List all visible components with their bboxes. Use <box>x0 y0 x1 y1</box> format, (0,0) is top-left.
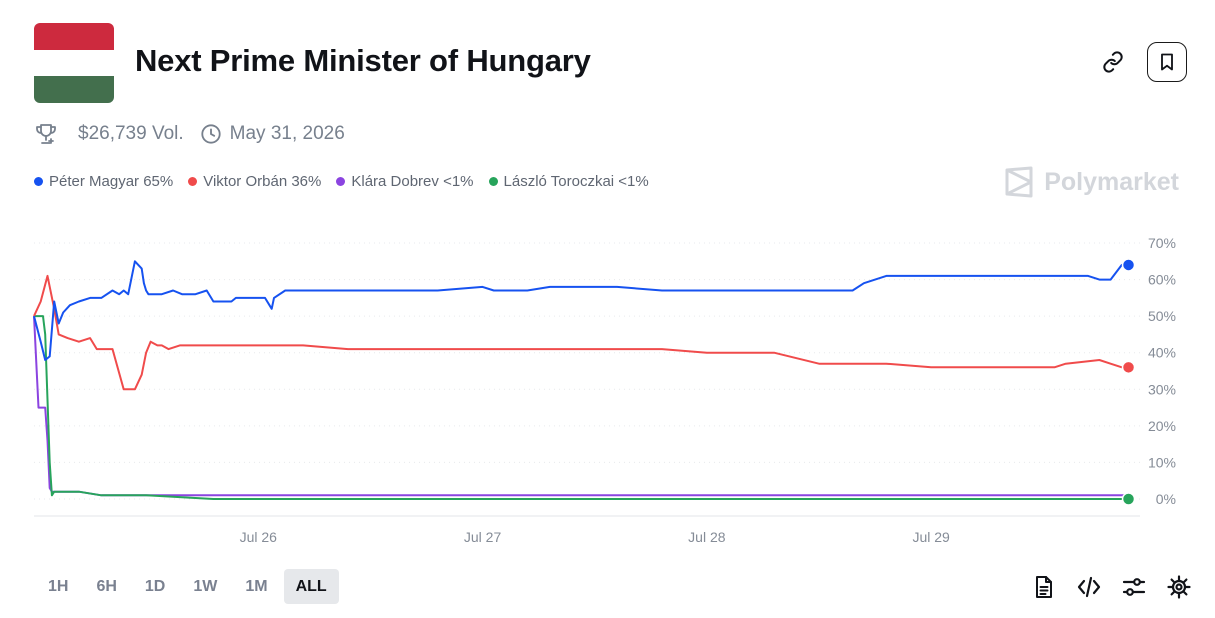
market-actions <box>1093 42 1187 82</box>
copy-link-button[interactable] <box>1093 42 1133 82</box>
range-1m-button[interactable]: 1M <box>245 577 268 595</box>
gear-icon <box>1167 575 1191 599</box>
polymarket-logo-icon <box>1005 166 1033 198</box>
flag-stripe-white <box>34 49 114 77</box>
market-title: Next Prime Minister of Hungary <box>135 43 591 78</box>
x-axis-ticks: Jul 26 Jul 27 Jul 28 Jul 29 <box>240 529 950 545</box>
legend-label: Péter Magyar 65% <box>49 173 174 190</box>
chart-settings-sliders-button[interactable] <box>1122 573 1146 601</box>
legend-dot <box>34 177 43 186</box>
y-axis-ticks: 0% 10% 20% 30% 40% 50% 60% 70% <box>1148 235 1176 507</box>
settings-button[interactable] <box>1167 573 1191 601</box>
x-tick-label: Jul 28 <box>688 529 726 545</box>
chart-legend: Péter Magyar 65% Viktor Orbán 36% Klára … <box>34 173 664 190</box>
series-line <box>33 260 1129 361</box>
flag-stripe-green <box>34 76 114 103</box>
legend-label: Viktor Orbán 36% <box>203 173 322 190</box>
chart-tools <box>1032 573 1191 601</box>
flag-stripe-red <box>34 23 114 50</box>
end-date-text: May 31, 2026 <box>229 123 345 144</box>
y-tick-label: 70% <box>1148 235 1176 251</box>
range-1d-button[interactable]: 1D <box>144 577 166 595</box>
legend-dot <box>336 177 346 186</box>
embed-button[interactable] <box>1077 573 1101 601</box>
series-end-marker <box>1121 492 1136 506</box>
polymarket-watermark: Polymarket <box>1004 166 1179 198</box>
y-tick-label: 40% <box>1148 345 1176 361</box>
time-range-selector: 1H 6H 1D 1W 1M ALL <box>36 569 339 604</box>
series-end-marker <box>1121 360 1136 375</box>
y-tick-label: 50% <box>1148 308 1176 324</box>
legend-dot <box>188 177 198 186</box>
legend-item: Klára Dobrev <1% <box>336 173 474 190</box>
y-tick-label: 10% <box>1148 454 1176 470</box>
chart-end-markers <box>1121 258 1136 506</box>
volume-text: $26,739 Vol. <box>78 123 184 144</box>
legend-dot <box>488 177 498 186</box>
bookmark-icon <box>1161 53 1173 71</box>
chart-grid <box>34 242 1140 500</box>
range-6h-button[interactable]: 6H <box>96 577 117 595</box>
series-line <box>34 315 1129 500</box>
market-meta: $26,739 Vol. May 31, 2026 <box>34 122 345 146</box>
document-icon <box>1036 576 1052 598</box>
chart-series <box>33 260 1129 500</box>
x-tick-label: Jul 26 <box>240 529 278 545</box>
brand-name: Polymarket <box>1044 167 1179 196</box>
legend-item: László Toroczkai <1% <box>488 173 649 190</box>
legend-item: Viktor Orbán 36% <box>188 173 321 190</box>
y-tick-label: 30% <box>1148 381 1176 397</box>
legend-item: Péter Magyar 65% <box>34 173 173 190</box>
rules-button[interactable] <box>1032 573 1056 601</box>
x-tick-label: Jul 29 <box>912 529 950 545</box>
hungary-flag-icon <box>34 23 114 103</box>
series-line <box>33 316 1129 497</box>
series-end-marker <box>1121 258 1136 272</box>
legend-label: Klára Dobrev <1% <box>351 173 474 190</box>
link-icon <box>1103 51 1123 73</box>
range-1h-button[interactable]: 1H <box>48 577 69 595</box>
range-all-button[interactable]: ALL <box>283 569 339 604</box>
clock-icon <box>200 123 222 145</box>
x-tick-label: Jul 27 <box>464 529 502 545</box>
legend-label: László Toroczkai <1% <box>503 173 649 190</box>
price-chart: Jul 26 Jul 27 Jul 28 Jul 29 0% 10% 20% 30% 40% 5… <box>33 235 1176 545</box>
series-line <box>33 274 1129 391</box>
y-tick-label: 60% <box>1148 272 1176 288</box>
bookmark-button[interactable] <box>1147 42 1187 82</box>
y-tick-label: 0% <box>1156 491 1176 507</box>
range-1w-button[interactable]: 1W <box>193 577 218 595</box>
embed-code-icon <box>1077 576 1101 598</box>
sliders-icon <box>1122 578 1146 596</box>
trophy-icon <box>34 122 58 146</box>
y-tick-label: 20% <box>1148 418 1176 434</box>
